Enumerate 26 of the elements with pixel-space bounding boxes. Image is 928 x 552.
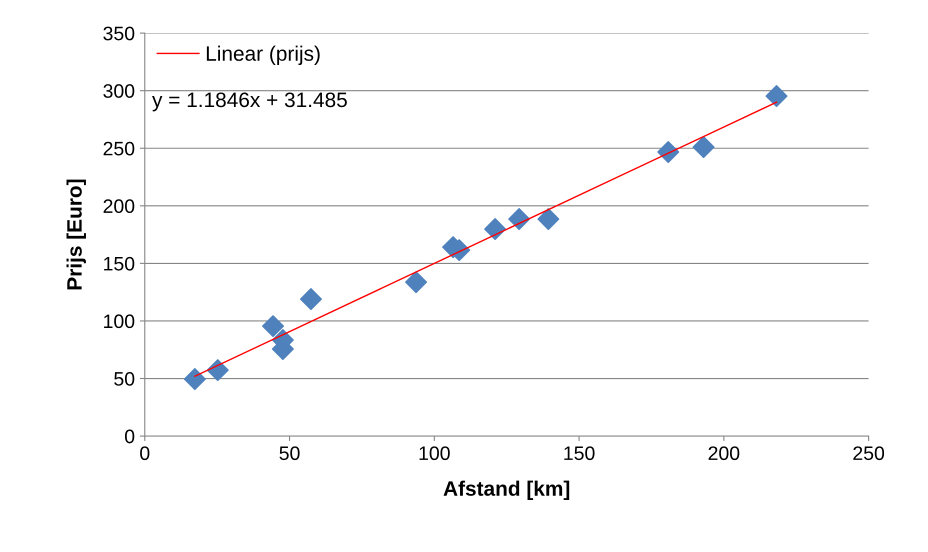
y-tick-label: 150 [104,256,134,271]
x-tick-label: 0 [140,446,150,460]
point [184,368,206,390]
point [537,208,560,230]
annotation: y = 1.1846x + 31.485 [152,92,347,112]
y-tick-label: 0 [124,430,134,444]
y-tick-label: 100 [104,314,134,328]
y-tick-label: 200 [104,199,134,214]
x-tick-label: 150 [564,446,595,460]
point [262,315,284,338]
point [484,218,506,240]
x-tick-label: 250 [853,446,884,460]
x-tick-label: 200 [708,446,740,460]
y-tick-label: 250 [104,142,134,156]
y-axis-title: Prijs [Euro] [66,180,86,290]
point [405,271,428,294]
y-tick-label: 350 [103,26,134,40]
x-tick-label: 50 [280,446,300,460]
y-tick-label: 50 [114,372,134,386]
point [300,288,322,310]
x-tick-label: 100 [420,446,450,460]
y-tick-label: 300 [103,84,134,98]
point [692,136,715,158]
x-axis-title: Afstand [km] [444,480,570,500]
legend-label: Linear (prijs) [206,46,320,66]
point [766,85,788,108]
